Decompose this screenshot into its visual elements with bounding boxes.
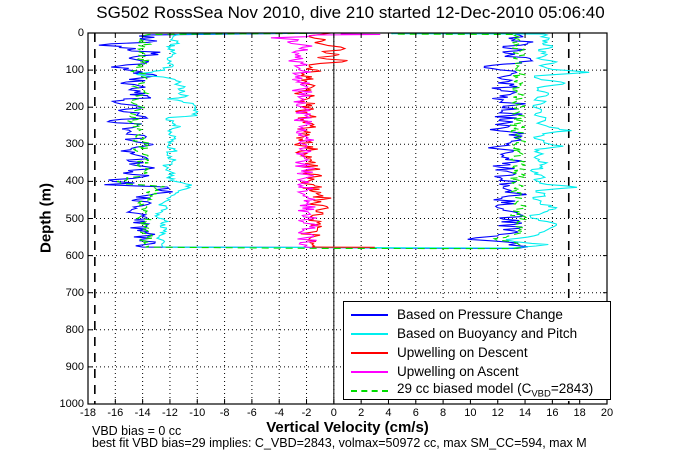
x-tick-label: 20 bbox=[600, 407, 614, 419]
y-tick-label: 500 bbox=[65, 212, 84, 225]
x-tick-label: -18 bbox=[80, 407, 96, 419]
legend-line-sample bbox=[351, 351, 388, 354]
x-tick-label: 16 bbox=[546, 407, 559, 419]
x-tick-label: -8 bbox=[219, 407, 230, 419]
x-tick-label: 8 bbox=[440, 407, 447, 419]
series-line-3 bbox=[294, 33, 375, 248]
best-fit-annotation: best fit VBD bias=29 implies: C_VBD=2843… bbox=[92, 436, 587, 450]
y-tick-label: 600 bbox=[65, 249, 84, 262]
x-tick-label: 0 bbox=[330, 407, 337, 419]
x-tick-label: 12 bbox=[491, 407, 504, 419]
y-tick-label: 400 bbox=[65, 175, 84, 188]
plot-title: SG502 RossSea Nov 2010, dive 210 started… bbox=[96, 3, 605, 22]
legend-entry: Based on Buoyancy and Pitch bbox=[344, 324, 610, 343]
y-tick-label: 200 bbox=[65, 101, 84, 114]
vbd-bias-annotation: VBD bias = 0 cc bbox=[92, 424, 182, 438]
y-tick-label: 300 bbox=[65, 138, 84, 151]
x-tick-label: -14 bbox=[134, 407, 151, 419]
legend-box: Based on Pressure Change Based on Buoyanc… bbox=[343, 301, 611, 400]
x-tick-label: 2 bbox=[358, 407, 365, 419]
legend-label-text: Based on Buoyancy and Pitch bbox=[397, 326, 578, 341]
x-tick-label: 6 bbox=[412, 407, 419, 419]
series-line-4 bbox=[270, 33, 381, 249]
legend-label-text: 29 cc biased model (C bbox=[397, 381, 532, 397]
legend-line-sample bbox=[351, 332, 388, 335]
legend-label-text: Upwelling on Ascent bbox=[397, 364, 519, 379]
legend-label: Upwelling on Ascent bbox=[397, 364, 519, 379]
legend-line-sample bbox=[351, 370, 388, 373]
x-tick-label: 10 bbox=[464, 407, 477, 419]
x-tick-label: -12 bbox=[161, 407, 178, 419]
y-tick-label: 900 bbox=[65, 360, 84, 373]
legend-label: 29 cc biased model (CVBD=2843) bbox=[397, 381, 593, 400]
legend-entry: Based on Pressure Change bbox=[344, 305, 610, 324]
y-tick-label: 700 bbox=[65, 286, 84, 299]
legend-label: Based on Buoyancy and Pitch bbox=[397, 326, 577, 341]
legend-entry: Upwelling on Descent bbox=[344, 343, 610, 362]
x-tick-label: -2 bbox=[301, 407, 312, 419]
legend-label-text: =2843) bbox=[550, 381, 594, 397]
legend-label: Upwelling on Descent bbox=[397, 345, 528, 360]
x-tick-label: 18 bbox=[573, 407, 586, 419]
x-tick-label: -10 bbox=[189, 407, 206, 419]
series-line-2 bbox=[135, 33, 590, 249]
legend-label-text: Based on Pressure Change bbox=[397, 307, 563, 322]
legend-label-subscript: VBD bbox=[531, 388, 551, 400]
legend-entry: 29 cc biased model (CVBD=2843) bbox=[344, 381, 610, 400]
x-tick-label: 4 bbox=[385, 407, 392, 419]
legend-label: Based on Pressure Change bbox=[397, 307, 563, 322]
legend-entry: Upwelling on Ascent bbox=[344, 362, 610, 381]
x-tick-label: -4 bbox=[274, 407, 285, 419]
legend-label-text: Upwelling on Descent bbox=[397, 345, 528, 360]
y-tick-label: 0 bbox=[77, 27, 84, 39]
x-tick-label: 14 bbox=[518, 407, 532, 419]
x-axis-label: Vertical Velocity (cm/s) bbox=[266, 419, 429, 436]
legend-line-sample bbox=[351, 389, 388, 392]
legend-line-sample bbox=[351, 313, 388, 316]
x-tick-label: -16 bbox=[107, 407, 124, 419]
y-tick-label: 100 bbox=[65, 64, 84, 77]
x-tick-label: -6 bbox=[247, 407, 257, 419]
y-tick-label: 800 bbox=[65, 323, 84, 336]
series-line-1 bbox=[98, 33, 534, 250]
series-line-5 bbox=[116, 33, 528, 250]
y-tick-label: 1000 bbox=[59, 398, 84, 410]
